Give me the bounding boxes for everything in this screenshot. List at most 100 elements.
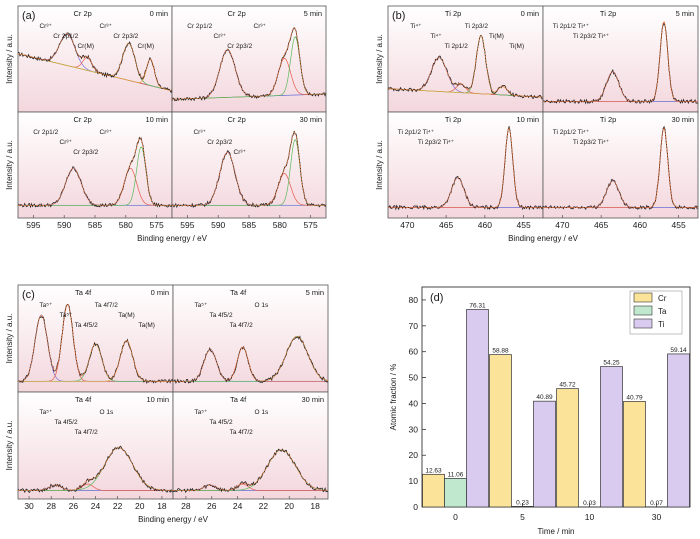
x-tick-label: 26 — [69, 501, 79, 511]
x-tick-label: 595 — [180, 220, 194, 230]
cell-time-label: 30 min — [671, 115, 694, 124]
bar-ti-0 — [466, 309, 489, 508]
y-axis-label: Intensity / a.u. — [375, 140, 384, 190]
cell-time-label: 0 min — [151, 288, 169, 297]
fit-envelope — [173, 335, 329, 382]
legend-swatch-cr — [633, 292, 653, 303]
cell-element-label: Ti 2p — [445, 115, 461, 124]
y-axis-label: Intensity / a.u. — [5, 34, 14, 84]
cell-element-label: Ti 2p — [600, 9, 616, 18]
peak-annotation: Ta⁵⁺ — [194, 409, 208, 416]
y-tick-label: 80 — [409, 295, 419, 305]
peak-annotation: Cr 2p1/2 — [33, 129, 58, 136]
peak-annotation: O 1s — [254, 302, 268, 309]
peak-annotation: Cr³⁺ — [234, 149, 247, 156]
peak-annotation: Ti 2p3/2 Ti⁴⁺ — [573, 139, 610, 146]
cell-element-label: Cr 2p — [228, 115, 246, 124]
peak-annotation: Cr³⁺ — [60, 139, 73, 146]
fit-envelope — [18, 137, 172, 206]
fit-envelope — [172, 131, 326, 206]
bar-cr-30 — [623, 401, 646, 508]
peak-annotation: O 1s — [99, 409, 113, 416]
data-label: 12.63 — [425, 467, 442, 474]
peak-annotation: Cr³⁺ — [39, 23, 52, 30]
x-tick-label: 460 — [633, 220, 647, 230]
peak-annotation: Ta⁵⁺ — [39, 302, 53, 309]
peak-annotation: Ta(M) — [138, 322, 155, 329]
x-tick-label: 585 — [88, 220, 102, 230]
xps-cell-frame — [171, 5, 327, 113]
x-tick-label: 24 — [233, 501, 243, 511]
peak-annotation: Ta(M) — [118, 312, 135, 319]
xps-cell-frame — [17, 391, 174, 500]
x-tick-label: 20 — [135, 501, 145, 511]
fit-envelope — [17, 33, 173, 92]
fit-envelope — [388, 34, 544, 98]
peak-annotation: Cr³⁺ — [100, 23, 113, 30]
x-tick-label: 26 — [207, 501, 217, 511]
peak-annotation: Cr 2p1/2 — [187, 23, 212, 30]
peak-annotation: Ta 4f5/2 — [209, 419, 233, 426]
x-tick-label: 590 — [57, 220, 71, 230]
legend-label: Ti — [658, 320, 665, 329]
peak-annotation: Cr(M) — [138, 43, 155, 50]
x-axis-label: Time / min — [537, 527, 574, 536]
xps-cell-frame — [172, 284, 329, 393]
cell-element-label: Cr 2p — [228, 9, 246, 18]
peak-annotation: Cr³⁺ — [214, 33, 227, 40]
x-tick-label: 455 — [672, 220, 686, 230]
cell-time-label: 10 min — [145, 115, 168, 124]
cell-element-label: Ta 4f — [230, 395, 247, 404]
y-axis-label: Intensity / a.u. — [5, 314, 14, 364]
peak-annotation: Cr 2p3/2 — [113, 33, 138, 40]
cell-time-label: 30 min — [299, 115, 322, 124]
fit-envelope — [388, 127, 543, 208]
y-axis-label: Intensity / a.u. — [5, 421, 14, 471]
peak-annotation: Ta 4f7/2 — [230, 322, 254, 329]
fit-envelope — [543, 127, 698, 208]
peak-annotation: Cr 2p3/2 — [227, 43, 252, 50]
x-axis-label: Binding energy / eV — [508, 234, 578, 243]
bar-ta-5 — [511, 506, 534, 508]
x-tick-label: 5 — [520, 512, 525, 522]
peak-annotation: Ti⁴⁺ — [430, 33, 442, 40]
panel-letter: (d) — [430, 292, 443, 304]
raw-spectrum — [17, 445, 173, 494]
peak-annotation: Ti 2p1/2 Ti⁴⁺ — [398, 129, 435, 136]
bar-cr-0 — [422, 473, 445, 508]
peak-annotation: Ta 4f7/2 — [95, 302, 119, 309]
peak-annotation: Cr 2p3/2 — [207, 139, 232, 146]
x-tick-label: 18 — [310, 501, 320, 511]
x-tick-label: 28 — [46, 501, 56, 511]
peak-annotation: Cr(M) — [77, 43, 94, 50]
cell-element-label: Ti 2p — [445, 9, 461, 18]
y-tick-label: 20 — [409, 450, 419, 460]
peak-annotation: Ti 2p1/2 Ti⁴⁺ — [553, 129, 590, 136]
x-axis-label: Binding energy / eV — [137, 234, 207, 243]
x-tick-label: 470 — [555, 220, 569, 230]
data-label: 76.31 — [469, 302, 486, 309]
y-axis-label: Intensity / a.u. — [5, 140, 14, 190]
peak-annotation: Ta 4f7/2 — [230, 429, 254, 436]
cell-time-label: 5 min — [304, 9, 322, 18]
legend-label: Cr — [658, 294, 667, 303]
peak-annotation: Ti 2p3/2 — [465, 23, 489, 30]
peak-annotation: Ta 4f5/2 — [209, 312, 233, 319]
data-label: 40.79 — [626, 394, 643, 401]
y-axis-label: Intensity / a.u. — [375, 34, 384, 84]
data-label: 0.03 — [583, 500, 596, 507]
cell-element-label: Cr 2p — [74, 115, 92, 124]
fit-envelope — [173, 449, 329, 491]
peak-annotation: O 1s — [254, 409, 268, 416]
peak-annotation: Ti 2p1/2 Ti⁴⁺ — [553, 23, 590, 30]
data-label: 58.88 — [492, 348, 509, 355]
cell-time-label: 0 min — [150, 9, 168, 18]
plot-frame — [421, 286, 691, 508]
fit-envelope — [171, 27, 326, 100]
y-tick-label: 60 — [409, 347, 419, 357]
xps-cell-frame — [172, 391, 329, 500]
xps-cell-frame — [387, 5, 544, 113]
legend-swatch-ta — [633, 305, 653, 316]
